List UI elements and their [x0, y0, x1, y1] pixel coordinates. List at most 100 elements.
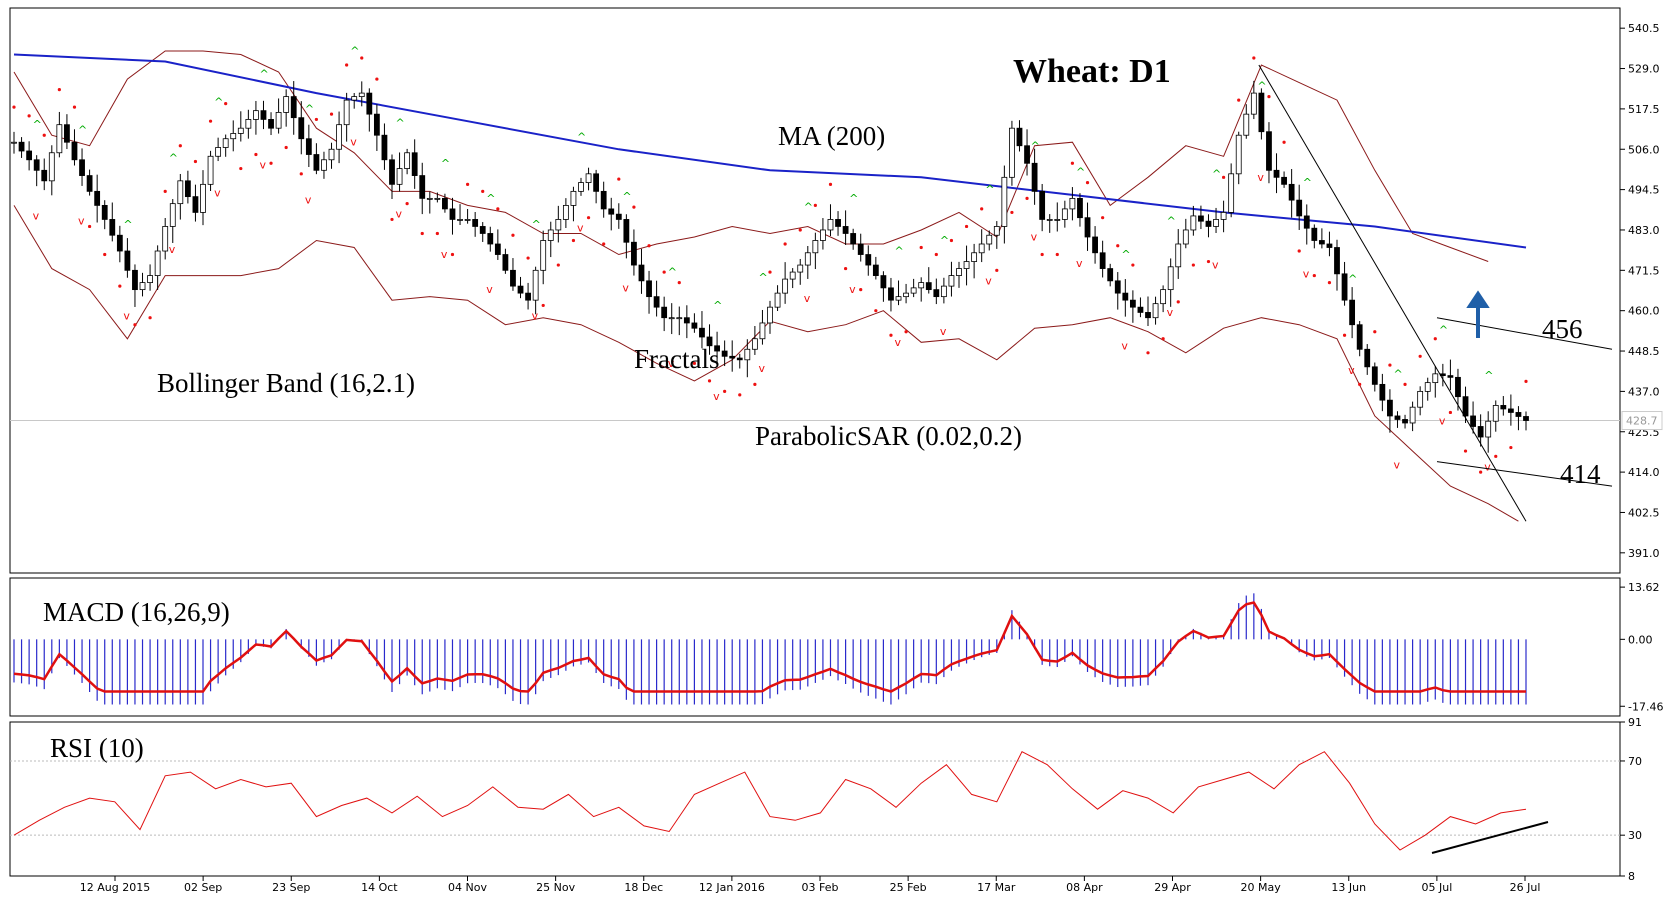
fractal-down: v — [895, 336, 902, 349]
candle-body — [1129, 299, 1136, 308]
fractal-up: ^ — [1303, 176, 1312, 189]
x-tick-label: 02 Sep — [184, 881, 222, 894]
rsi-panel: 91 70 30 8 RSI (10) — [9, 716, 1642, 883]
candle-body — [1084, 217, 1091, 238]
sar-dot — [1479, 470, 1483, 474]
candle-body — [562, 204, 569, 220]
sar-dot — [571, 238, 576, 243]
candle-body — [691, 322, 698, 329]
last-price-box — [1621, 411, 1663, 431]
candle-body — [328, 148, 335, 161]
candle-body — [260, 110, 267, 120]
sar-dot — [844, 266, 848, 271]
candle-body — [1258, 92, 1265, 133]
macd-y-tick-label: 13.62 — [1628, 581, 1660, 594]
fractal-down: v — [259, 159, 266, 172]
fractal-down: v — [1121, 339, 1128, 352]
candle-body — [615, 213, 622, 220]
candle-body — [600, 190, 607, 210]
x-axis: 12 Aug 2015 02 Sep 23 Sep 14 Oct 04 Nov 25 No… — [80, 876, 1540, 894]
candle-body — [132, 269, 138, 291]
sar-dot — [1010, 210, 1014, 215]
fractal-down: v — [1439, 415, 1446, 428]
candle-body — [956, 268, 962, 276]
candle-body — [64, 124, 70, 143]
candle-body — [1137, 306, 1144, 313]
candle-body — [373, 113, 380, 136]
candle-body — [1318, 240, 1325, 245]
candle-body — [41, 169, 48, 182]
candle-body — [706, 336, 713, 347]
candle-body — [623, 219, 630, 243]
candle-body — [222, 138, 229, 148]
candle-body — [940, 285, 947, 298]
sar-dot — [934, 252, 938, 257]
sar-dot — [1327, 281, 1332, 285]
fractal-up: ^ — [123, 218, 132, 231]
candle-body — [479, 226, 486, 234]
sar-dot — [1494, 454, 1498, 458]
candle-body — [1160, 289, 1167, 305]
candle-body — [1273, 169, 1280, 178]
candle-body — [1099, 252, 1106, 269]
candle-body — [699, 327, 705, 338]
sar-dot — [148, 316, 152, 320]
x-tick-label: 12 Jan 2016 — [699, 881, 765, 894]
candle-body — [1228, 173, 1235, 213]
candle-body — [804, 252, 811, 266]
rsi-y-axis: 91 70 30 8 — [10, 716, 1642, 883]
candle-body — [1024, 145, 1030, 164]
candle-body — [767, 306, 773, 324]
rsi-plot-frame — [9, 721, 1621, 877]
sar-dot — [1101, 216, 1105, 220]
fractal-down: v — [350, 136, 357, 149]
x-tick-label: 25 Feb — [890, 881, 927, 894]
candle-body — [1016, 127, 1023, 147]
candle-body — [1485, 420, 1492, 438]
sar-dot — [1312, 273, 1316, 278]
sar-dot — [632, 205, 636, 209]
x-tick-label: 29 Apr — [1154, 881, 1191, 894]
candle-body — [1182, 229, 1189, 245]
sar-dot — [1509, 445, 1513, 450]
candle-body — [358, 92, 365, 98]
candle-body — [11, 141, 17, 144]
candle-body — [993, 226, 1000, 236]
candle-body — [714, 345, 720, 352]
candle-body — [79, 159, 85, 176]
candle-body — [1061, 208, 1068, 220]
sar-dot — [1191, 263, 1195, 267]
candle-body — [321, 159, 327, 171]
fractal-up: ^ — [1212, 167, 1221, 180]
sar-dot — [435, 231, 439, 236]
sar-dot — [42, 133, 46, 137]
price-y-tick-label: 414.0 — [1628, 466, 1660, 479]
sar-dot — [329, 112, 334, 116]
annotation-fractals: Fractals — [634, 344, 719, 374]
candle-body — [736, 357, 743, 361]
price-y-tick-label: 494.5 — [1628, 184, 1660, 197]
rsi-y-tick-label: 8 — [1628, 870, 1635, 883]
sar-dot — [1342, 333, 1347, 337]
sar-dot — [254, 152, 258, 157]
candle-body — [933, 289, 940, 298]
candle-body — [502, 254, 509, 271]
candle-body — [903, 292, 909, 298]
fractal-up: ^ — [622, 190, 631, 203]
sar-dot — [208, 119, 213, 123]
sar-dot — [1463, 449, 1468, 453]
candle-body — [275, 112, 282, 129]
candle-body — [759, 322, 766, 340]
macd-panel: 13.62 0.00 -17.46 MACD (16,26,9) — [9, 577, 1663, 717]
candle-body — [1432, 373, 1439, 384]
macd-y-tick-label: 0.00 — [1628, 633, 1653, 646]
candle-body — [351, 96, 358, 101]
candle-body — [442, 197, 448, 210]
candle-body — [880, 275, 887, 289]
candle-body — [895, 296, 902, 301]
fractal-up: ^ — [895, 245, 904, 258]
candle-body — [419, 175, 426, 199]
rsi-y-tick-label: 91 — [1628, 716, 1642, 729]
fractal-up: ^ — [214, 95, 223, 108]
price-y-tick-label: 529.0 — [1628, 63, 1660, 76]
